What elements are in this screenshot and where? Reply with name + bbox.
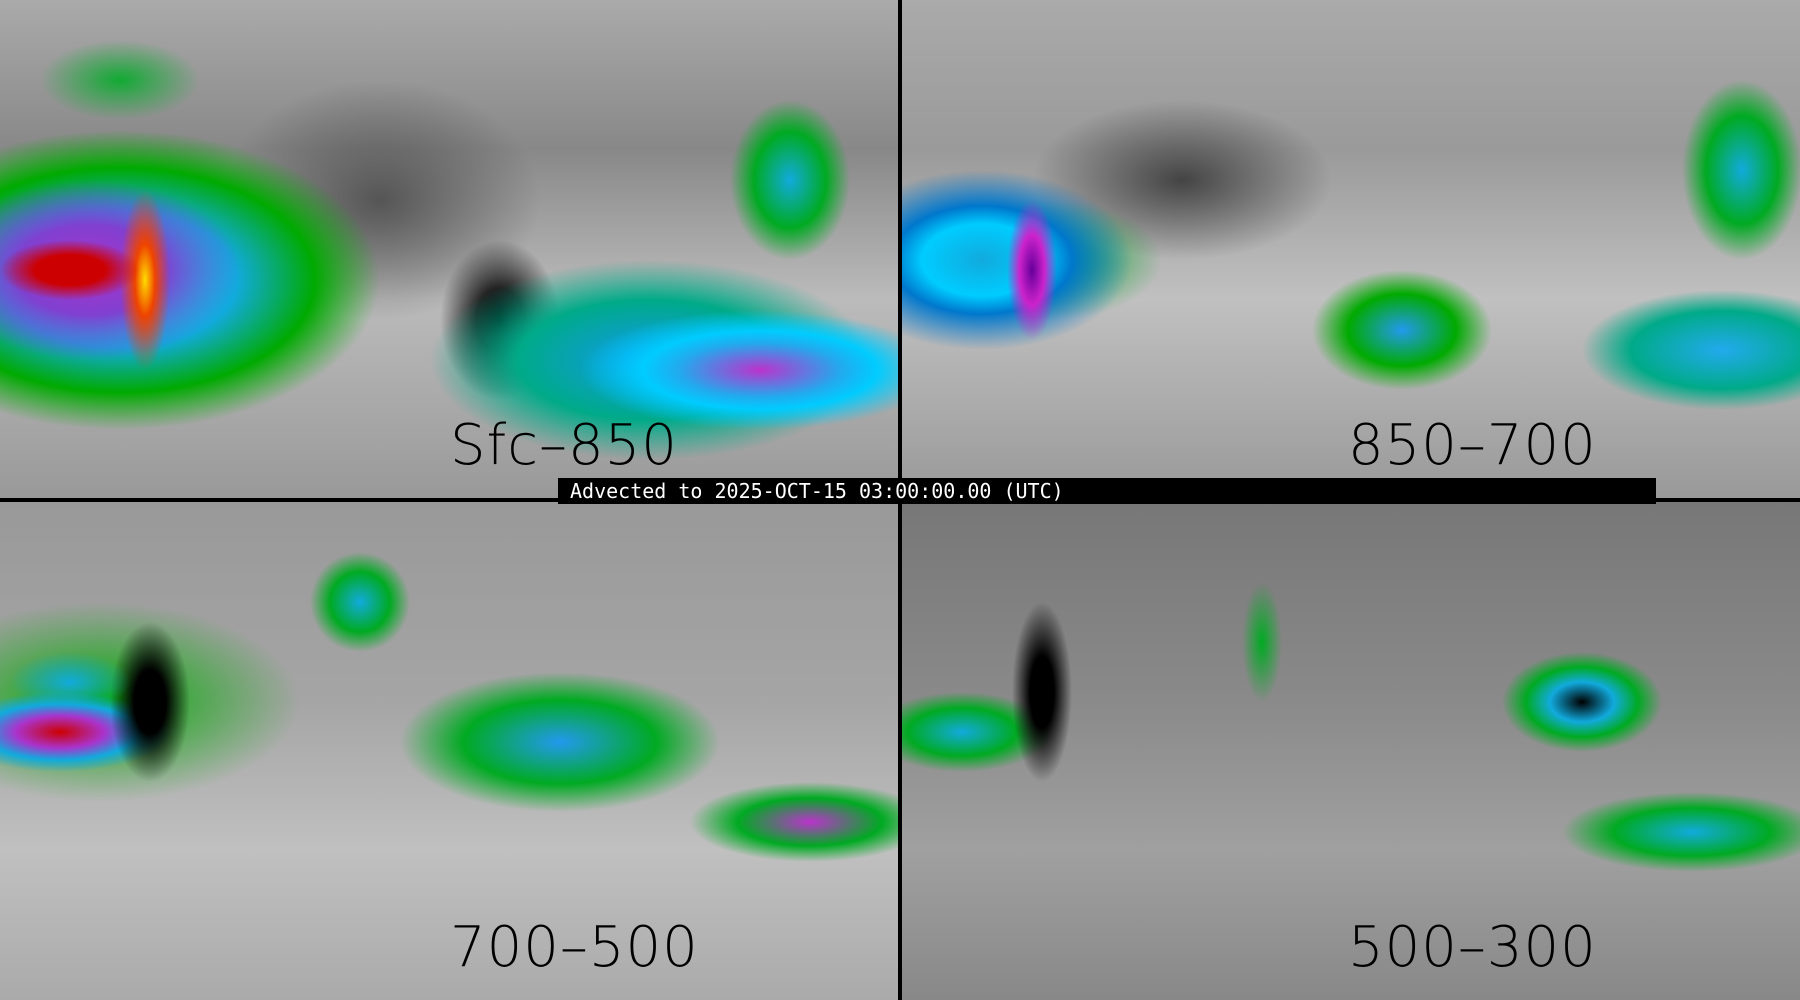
map-panel-500-300: 500–300	[902, 502, 1800, 1000]
moisture-map	[902, 502, 1800, 1000]
moisture-map	[0, 0, 898, 498]
layer-label: 500–300	[1348, 915, 1597, 980]
layer-label: Sfc–850	[450, 413, 678, 478]
layer-label: 700–500	[450, 915, 699, 980]
moisture-map	[0, 502, 898, 1000]
map-panel-700-500: 700–500	[0, 502, 898, 1000]
map-panel-850-700: 850–700	[902, 0, 1800, 498]
layer-label: 850–700	[1348, 413, 1597, 478]
map-panel-sfc-850: Sfc–850	[0, 0, 898, 498]
moisture-map	[902, 0, 1800, 498]
valid-time-banner: Advected to 2025-OCT-15 03:00:00.00 (UTC…	[558, 478, 1656, 504]
